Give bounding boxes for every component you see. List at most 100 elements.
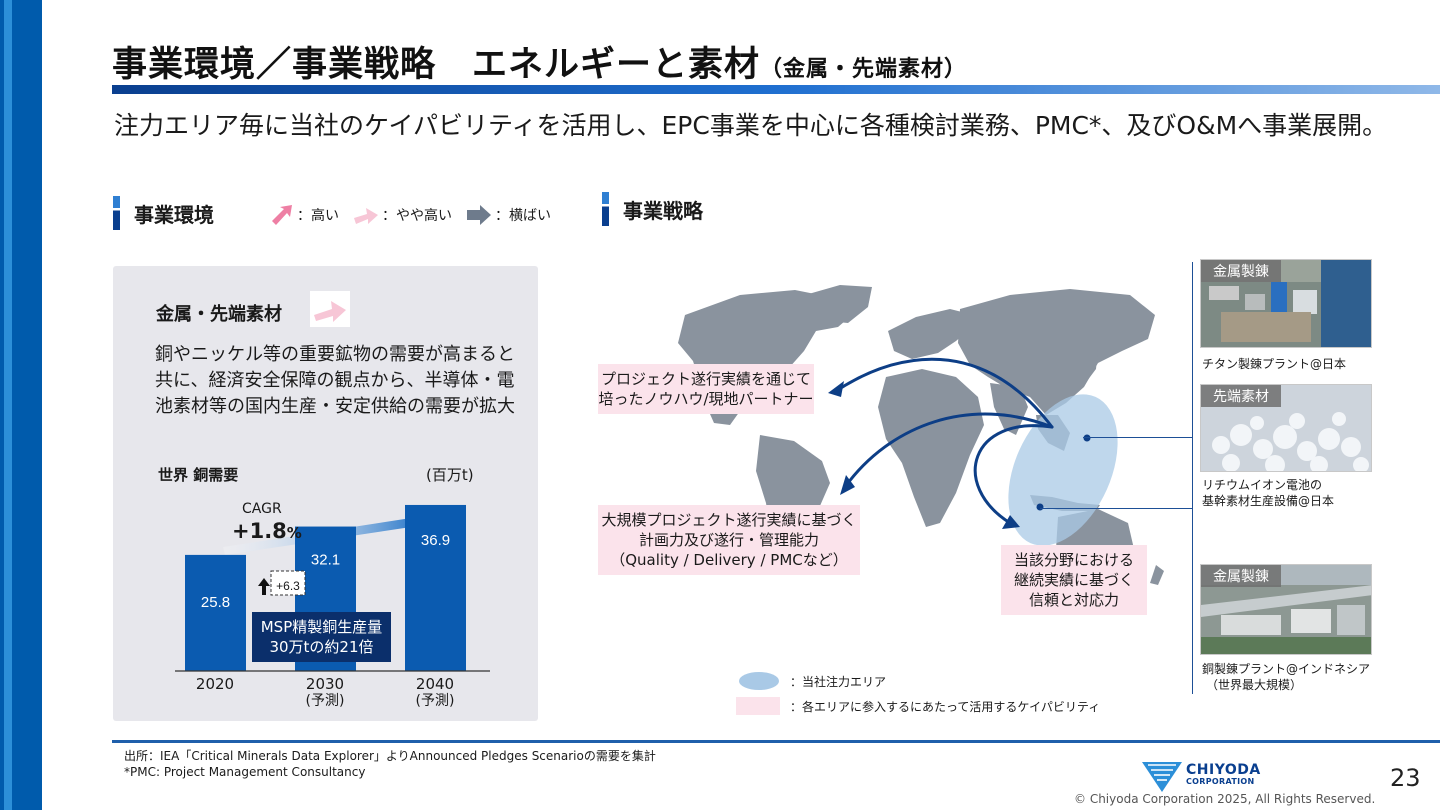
caption-line: （世界最大規模） (1206, 678, 1303, 692)
msp-line-2: 30万tの約21倍 (269, 638, 374, 656)
callout-line: プロジェクト遂行実績を通じて (600, 370, 811, 388)
callout-line: 信頼と対応力 (1028, 591, 1119, 609)
legend-slightly-high-label: ：やや高い (382, 208, 452, 224)
connector-vertical-top (1192, 262, 1193, 527)
x-tick-note: (予測) (415, 693, 455, 709)
cagr-label: CAGR (242, 501, 282, 517)
page-title: 事業環境／事業戦略 エネルギーと素材（金属・先端素材） (112, 36, 967, 87)
callout-line: 継続実績に基づく (1013, 571, 1134, 589)
arrowheads (828, 381, 1020, 529)
cagr-number: +1.8 (232, 519, 287, 543)
callout-know-how: プロジェクト遂行実績を通じて 培ったノウハウ/現地パートナー (598, 364, 814, 414)
logo-line-2: CORPORATION (1186, 777, 1255, 786)
delta-box (270, 570, 306, 596)
legend-flat-label: ：横ばい (495, 208, 551, 224)
left-accent-bar (0, 0, 42, 810)
environment-heading: 事業環境 (113, 196, 214, 230)
bar-2040 (405, 504, 466, 671)
africa (878, 369, 984, 527)
callout-planning: 大規模プロジェクト遂行実績に基づく 計画力及び遂行・管理能力 （Quality … (598, 505, 860, 575)
trend-slight-up-arrow-icon (314, 301, 346, 322)
chart-unit: (百万t) (426, 466, 474, 484)
footer-notes: 出所：IEA「Critical Minerals Data Explorer」よ… (124, 748, 656, 780)
japan-dot (1083, 434, 1091, 442)
bar-value-label: 25.8 (201, 594, 230, 611)
x-tick-label: 2030 (305, 675, 345, 693)
page-number: 23 (1390, 764, 1421, 792)
legend-capability-label: ：各エリアに参入するにあたって活用するケイパビリティ (790, 699, 1101, 714)
photo-caption: チタン製錬プラント@日本 (1202, 356, 1346, 372)
section-marker (602, 192, 609, 226)
cagr-unit: % (286, 524, 302, 542)
caption-line: リチウムイオン電池の (1202, 478, 1323, 492)
trend-legend: ：高い ：やや高い ：横ばい (270, 204, 565, 226)
caption-line: チタン製錬プラント@日本 (1202, 357, 1347, 371)
arrow-to-americas (843, 412, 1054, 489)
x-tick-note: (予測) (305, 693, 345, 709)
bar-value-label: 32.1 (311, 552, 340, 569)
photo-tag: 金属製錬 (1201, 260, 1281, 282)
legend-slightly-high: ：やや高い (353, 204, 452, 226)
logo-line-1: CHIYODA (1186, 762, 1261, 778)
photo-tag: 先端素材 (1201, 385, 1281, 407)
indonesia-dot (1036, 503, 1044, 511)
capability-swatch (736, 697, 780, 715)
delta-up-arrow-icon (258, 578, 270, 595)
photo-copper-plant: 金属製錬 (1200, 564, 1372, 655)
bar-2020 (185, 554, 246, 671)
legend-high-label: ：高い (297, 208, 339, 224)
x-tick-2040: 2040 (予測) (395, 676, 475, 710)
arrowhead-icon (840, 475, 855, 495)
india (990, 383, 1028, 435)
capability-arrows (834, 357, 1054, 525)
footer-rule (112, 740, 1440, 743)
cagr-value: +1.8% (232, 519, 302, 543)
legend-flat: ：横ばい (466, 204, 551, 226)
environment-heading-label: 事業環境 (134, 202, 214, 227)
arrowhead-icon (828, 381, 844, 397)
photo-battery-material: 先端素材 (1200, 384, 1372, 472)
connector-indonesia (1040, 508, 1193, 509)
photo-caption: リチウムイオン電池の 基幹素材生産設備@日本 (1202, 477, 1334, 509)
arrowhead-icon (1002, 515, 1020, 529)
x-tick-label: 2020 (195, 675, 235, 693)
callout-trust: 当該分野における 継続実績に基づく 信頼と対応力 (1001, 545, 1147, 615)
x-tick-2020: 2020 (175, 676, 255, 693)
title-sub: （金属・先端素材） (760, 57, 968, 82)
greenland (805, 285, 872, 323)
tagline: 注力エリア毎に当社のケイパビリティを活用し、EPC事業を中心に各種検討業務、PM… (114, 111, 1388, 140)
delta-label: +6.3 (276, 579, 300, 593)
connector-vertical-bottom (1192, 508, 1193, 694)
strategy-heading-label: 事業戦略 (623, 198, 703, 223)
legend-focus-label: ：当社注力エリア (790, 674, 887, 689)
trend-slight-up-arrow-icon (354, 208, 378, 224)
company-logo: CHIYODA CORPORATION (1142, 760, 1261, 792)
pmc-note: *PMC: Project Management Consultancy (124, 765, 366, 779)
caption-line: 銅製錬プラント@インドネシア (1202, 662, 1371, 676)
arrow-to-europe (834, 357, 1054, 429)
legend-high: ：高い (270, 204, 339, 226)
europe (888, 309, 974, 359)
environment-trend-indicator (310, 291, 350, 327)
strategy-heading: 事業戦略 (602, 192, 703, 226)
copyright: © Chiyoda Corporation 2025, All Rights R… (1074, 792, 1376, 806)
legend-focus-area: ：当社注力エリア (738, 671, 886, 691)
trend-flat-arrow-icon (467, 205, 491, 225)
bar-value-label: 36.9 (421, 532, 450, 549)
source-note: 出所：IEA「Critical Minerals Data Explorer」よ… (124, 749, 656, 763)
connector-japan (1083, 437, 1193, 438)
msp-annotation: MSP精製銅生産量 30万tの約21倍 (252, 612, 391, 662)
delta-indicator: +6.3 (258, 570, 306, 596)
japan (1078, 347, 1098, 385)
logo-wordmark: CHIYODA CORPORATION (1186, 762, 1261, 788)
title-underline (112, 85, 1440, 94)
focus-area-swatch (739, 672, 779, 690)
callout-line: 培ったノウハウ/現地パートナー (598, 390, 814, 408)
msp-line-1: MSP精製銅生産量 (260, 618, 383, 636)
legend-capability: ：各エリアに参入するにあたって活用するケイパビリティ (736, 697, 1100, 715)
photo-caption: 銅製錬プラント@インドネシア （世界最大規模） (1202, 661, 1370, 693)
callout-line: （Quality / Delivery / PMCなど） (610, 551, 848, 569)
focus-area-ellipse (1008, 394, 1118, 546)
environment-subheading: 金属・先端素材 (156, 304, 282, 325)
